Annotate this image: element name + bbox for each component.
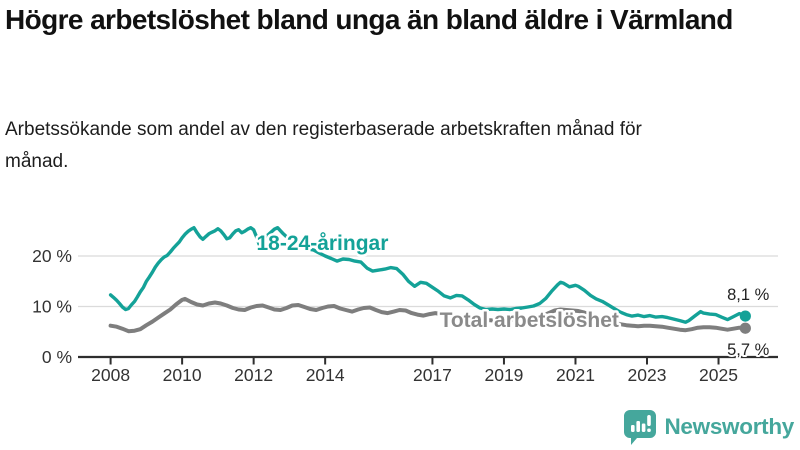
y-tick-label-20: 20 % — [32, 246, 72, 266]
annotation-label-2: 8,1 % — [727, 286, 770, 304]
x-tick-label-2023: 2023 — [628, 365, 667, 385]
x-tick-label-2014: 2014 — [306, 365, 345, 385]
annotation-label-3: 5,7 % — [727, 341, 770, 359]
chart-subtitle: Arbetssökande som andel av den registerb… — [5, 119, 642, 172]
x-tick-label-2012: 2012 — [234, 365, 273, 385]
x-tick-label-2021: 2021 — [556, 365, 595, 385]
brand-name: Newsworthy — [664, 414, 794, 439]
brand-footer: Newsworthy — [623, 409, 794, 445]
annotation-label-1: Total arbetslöshet — [440, 309, 619, 332]
series-end-dot-0 — [739, 322, 751, 334]
x-tick-label-2019: 2019 — [484, 365, 523, 385]
series-end-dot-1 — [739, 310, 751, 322]
series-line-0 — [108, 296, 748, 334]
x-tick-label-2010: 2010 — [163, 365, 202, 385]
x-tick-label-2017: 2017 — [413, 365, 452, 385]
y-tick-label-10: 10 % — [32, 297, 72, 317]
series-line-1 — [108, 225, 747, 324]
newsworthy-bar-chart-bubble-icon — [624, 410, 657, 445]
chart-title: Högre arbetslöshet bland unga än bland ä… — [5, 4, 733, 35]
x-tick-label-2008: 2008 — [91, 365, 130, 385]
annotation-label-0: 18-24-åringar — [257, 232, 389, 255]
y-tick-label-0: 0 % — [42, 347, 72, 367]
x-tick-label-2025: 2025 — [699, 365, 738, 385]
